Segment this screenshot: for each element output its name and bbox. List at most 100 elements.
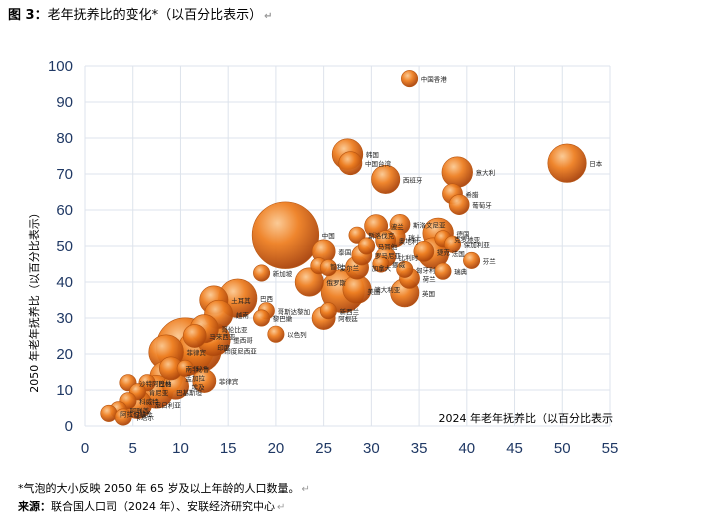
bubble-label: 法国 [452,249,465,258]
bubble-label: 阿拉伯联合 [120,409,153,418]
bubble-point [251,201,320,269]
bubble-label: 葡萄牙 [472,201,492,210]
bubble-label: 中国 [322,231,335,240]
bubble-label: 斯洛伐克 [368,231,395,240]
x-tick-label: 20 [268,440,285,457]
bubble-label: 马来西亚 [209,333,236,341]
bubble-label: 埃及 [192,382,206,391]
x-tick-label: 40 [458,440,475,457]
y-tick-label: 100 [48,58,73,75]
bubble-point [338,151,363,176]
y-tick-label: 0 [65,418,73,435]
bubble-point [413,241,435,262]
bubble-label: 卡塔尔 [134,413,154,422]
bubble-point [434,262,452,280]
figure-title: 图 3：老年抚养比的变化*（以百分比表示） ↵ [8,4,272,23]
bubble-label: 南非 [186,364,200,373]
x-axis-label: 2024 年老年抚养比（以百分比表示 [439,411,614,425]
figure-number: 图 3： [8,8,48,23]
bubble-label: 孟加拉 [186,373,206,382]
bubble-label: 墨西哥 [233,337,253,345]
bubble-label: 菲律宾 [187,348,207,357]
bubble-label: 匈牙利 [416,265,436,274]
y-axis-label: 2050 年老年抚养比（以百分比表示） [27,207,41,393]
bubble-label: 印度 [217,343,231,352]
bubble-label: 美国 [367,287,380,296]
bubble-point [463,251,481,269]
x-tick-label: 35 [411,440,428,457]
bubble-point [401,70,419,88]
bubble-label: 西班牙 [403,175,423,184]
bubble-label: 罗马尼亚 [375,252,402,260]
bubble-label: 以色列 [287,330,307,339]
y-tick-label: 20 [56,346,73,363]
bubble-label: 巴林 [158,379,172,388]
bubble-label: 马耳他 [378,242,398,251]
bubble-label: 德国 [457,229,470,238]
x-tick-label: 30 [363,440,380,457]
x-tick-label: 15 [220,440,237,457]
y-tick-label: 30 [56,310,73,327]
bubble-label: 保加利亚 [464,240,491,249]
bubble-label: 巴基斯坦 [176,388,203,397]
bubble-point [114,408,132,426]
bubble-point [319,302,337,320]
bubble-label: 加拿大 [372,264,392,273]
bubble-label: 阿根廷 [338,314,358,323]
return-mark: ↵ [301,484,310,495]
source-text: 联合国人口司（2024 年）、安联经济研究中心 [51,500,275,513]
y-tick-label: 10 [56,382,73,399]
bubble-label: 越南 [236,310,250,319]
bubble-point [372,255,390,273]
x-tick-label: 0 [81,440,89,457]
bubble-label: 荷兰 [423,274,437,283]
return-mark: ↵ [264,11,273,22]
bubble-label: 爱尔兰 [340,264,360,273]
bubble-label: 克罗地亚 [454,235,481,244]
bubble-label: 波兰 [391,222,405,231]
bubble-label: 印度尼西亚 [224,346,257,355]
bubble-label: 希腊 [466,190,480,199]
bubble-point [267,325,285,343]
bubble-label: 日本 [589,159,603,168]
bubble-point [348,226,366,244]
bubble-label: 澳大利亚 [374,285,401,294]
figure-caption: 老年抚养比的变化*（以百分比表示） [47,8,263,23]
bubble-label: 中国香港 [421,75,448,84]
x-tick-label: 10 [172,440,189,457]
bubble-label: 芬兰 [483,256,497,265]
y-tick-label: 40 [56,274,73,291]
bubble-label: 黎巴嫩 [273,314,293,323]
bubble-point [441,156,473,188]
bubble-point [182,324,207,348]
bubble-label: 泰国 [338,247,351,256]
bubble-point [443,235,462,253]
bubble-point [100,404,118,422]
bubble-point [396,260,414,278]
bubble-label: 沙特阿拉伯 [139,379,172,388]
bubble-label: 科威特 [139,397,159,406]
x-tick-label: 25 [315,440,332,457]
bubble-point [371,164,401,194]
x-tick-label: 50 [554,440,571,457]
bubble-label: 哥斯达黎加 [278,307,311,316]
bubble-label: 比利时 [399,253,419,262]
y-tick-label: 60 [56,202,73,219]
y-tick-label: 90 [56,94,73,111]
bubble-label: 中国台湾 [365,159,392,168]
bubble-label: 捷克 [437,247,451,256]
bubble-point [448,194,470,215]
bubble-label: 土耳其 [231,296,251,305]
bubble-label: 俄罗斯 [327,278,347,287]
source-line: 来源：联合国人口司（2024 年）、安联经济研究中心 ↵ [18,498,285,514]
bubble-point [547,143,587,183]
bubble-label: 巴西 [260,295,274,303]
bubble-label: 意大利 [476,168,496,177]
bubble-label: 挪威 [392,260,406,269]
x-tick-label: 55 [602,440,619,457]
y-tick-label: 80 [56,130,73,147]
bubble-label: 阿联酋 [130,406,150,415]
bubble-point [253,264,271,282]
